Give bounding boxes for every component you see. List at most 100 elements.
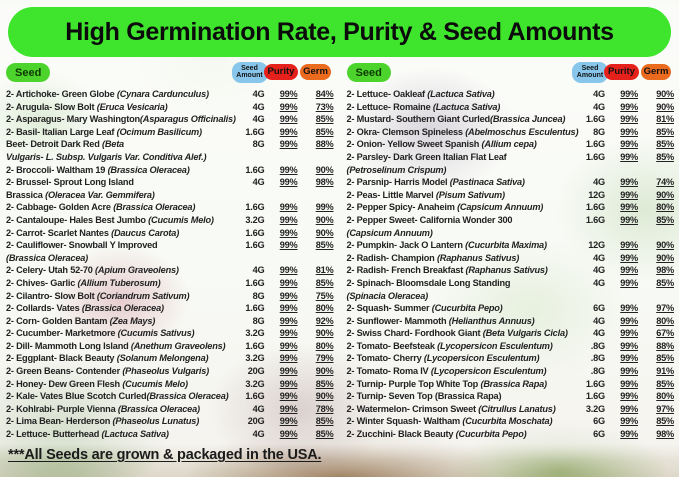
seed-name-line: 2- Celery- Utah 52-70 (Apium Graveolens) <box>6 264 235 277</box>
seed-name: 2- Eggplant- Black Beauty (Solanum Melon… <box>6 352 235 365</box>
column-header: Seed Seed Amount Purity Germ <box>346 58 675 86</box>
variety-name: 2- Asparagus- Mary Washington <box>6 114 140 125</box>
seed-amount-value: 1.6G <box>245 227 265 238</box>
variety-name: 2- Kale- Vates Blue Scotch Curled <box>6 391 147 402</box>
botanical-name: (Cucurbita Pepo) <box>431 303 503 314</box>
seed-row: 2- Mustard- Southern Giant Curled(Brassi… <box>347 113 675 126</box>
germ-value: 85% <box>315 429 334 440</box>
seed-name: 2- Brussel- Sprout Long Island Brassica (… <box>6 176 235 201</box>
seed-badge: Seed <box>346 62 391 82</box>
seed-name: 2- Lettuce- Oakleaf (Lactuca Sativa) <box>347 88 576 101</box>
variety-name: 2- Dill- Mammoth Long Island <box>6 340 131 351</box>
seed-row: 2- Pumpkin- Jack O Lantern (Cucurbita Ma… <box>347 239 675 252</box>
seed-amount-value: 3.2G <box>245 353 265 364</box>
botanical-name: (Brassica Oleracea) <box>107 164 190 175</box>
germ-value: 79% <box>315 353 334 364</box>
seed-amount-value: 3.2G <box>585 403 605 414</box>
seed-name: 2- Winter Squash- Waltham (Cucurbita Mos… <box>347 415 576 428</box>
seed-row: 2- Okra- Clemson Spineless (Abelmoschus … <box>347 126 675 139</box>
purity-value: 99% <box>620 303 638 314</box>
botanical-name: (Cucurbita Maxima) <box>465 240 547 251</box>
seed-name: 2- Lettuce- Romaine (Lactuca Sativa) <box>347 101 576 114</box>
germ-value: 85% <box>656 378 674 389</box>
purity-value: 99% <box>279 202 298 213</box>
purity-badge: Purity <box>604 64 639 80</box>
botanical-name: (Phaseolus Vulgaris) <box>122 366 210 377</box>
seed-name-line: 2- Lettuce- Butterhead (Lactuca Sativa) <box>6 428 235 441</box>
page-title: High Germination Rate, Purity & Seed Amo… <box>65 17 614 46</box>
variety-name: 2- Tomato- Beefsteak <box>346 340 438 351</box>
seed-amount-value: 4G <box>252 101 265 112</box>
seed-name: 2- Parsley- Dark Green Italian Flat Leaf… <box>347 151 576 176</box>
germ-value: 90% <box>656 101 674 112</box>
botanical-name: (Anethum Graveolens) <box>130 340 226 351</box>
seed-amount-value: 1.6G <box>585 214 605 225</box>
seed-name: 2- Celery- Utah 52-70 (Apium Graveolens) <box>6 264 235 277</box>
seed-name-line: 2- Lettuce- Oakleaf (Lactuca Sativa) <box>347 88 576 101</box>
seed-amount-value: 1.6G <box>245 164 265 175</box>
seed-name-line: 2- Watermelon- Crimson Sweet (Citrullus … <box>347 403 576 416</box>
germ-value: 90% <box>315 164 334 175</box>
seed-amount-value: 12G <box>588 240 605 251</box>
variety-name: Beet- Detroit Dark Red <box>6 139 102 150</box>
seed-name-line: 2- Corn- Golden Bantam (Zea Mays) <box>6 315 235 328</box>
seed-row: 2- Tomato- Beefsteak (Lycopersicon Escul… <box>347 340 675 353</box>
botanical-name: (Ocimum Basilicum) <box>116 126 202 137</box>
purity-value: 99% <box>279 315 298 326</box>
purity-value: 99% <box>279 139 298 150</box>
seed-name-line: 2- Tomato- Roma IV (Lycopersicon Esculen… <box>347 365 576 378</box>
variety-name: 2- Parsnip- Harris Model <box>346 177 450 188</box>
seed-name: 2- Radish- Champion (Raphanus Sativus) <box>347 252 576 265</box>
seed-row: 2- Kohlrabi- Purple Vienna (Brassica Ole… <box>6 403 334 416</box>
seed-row: 2- Carrot- Scarlet Nantes (Daucus Carota… <box>6 227 334 240</box>
purity-value: 99% <box>620 89 638 99</box>
seed-amount-value: 1.6G <box>245 340 265 351</box>
purity-value: 99% <box>620 353 638 364</box>
seed-name-line: 2- Squash- Summer (Cucurbita Pepo) <box>347 302 576 315</box>
variety-name: 2- Celery- Utah 52-70 <box>6 265 96 276</box>
germ-value: 67% <box>656 328 674 339</box>
seed-name: 2- Pepper Spicy- Anaheim (Capsicum Annuu… <box>347 201 576 214</box>
seed-name: 2- Carrot- Scarlet Nantes (Daucus Carota… <box>6 227 235 240</box>
seed-table-left: Seed Seed Amount Purity Germ 2- Artichok… <box>6 58 334 441</box>
variety-name: 2- Kohlrabi- Purple Vienna <box>6 403 118 414</box>
seed-row: 2- Pepper Spicy- Anaheim (Capsicum Annuu… <box>347 201 675 214</box>
germ-value: 90% <box>315 214 334 225</box>
variety-name: 2- Collards- Vates <box>6 303 82 314</box>
botanical-name: (Brassica Rapa) <box>480 378 547 389</box>
seed-badge: Seed <box>6 62 51 82</box>
seed-row: 2- Turnip- Seven Top (Brassica Rapa) 1.6G… <box>347 390 675 403</box>
germ-value: 98% <box>656 265 674 276</box>
seed-name-line: 2- Arugula- Slow Bolt (Eruca Vesicaria) <box>6 101 235 114</box>
botanical-name: (Helianthus Annuus) <box>448 315 535 326</box>
germ-value: 80% <box>656 315 674 326</box>
purity-value: 99% <box>620 214 638 225</box>
purity-value: 99% <box>279 303 298 314</box>
seed-amount-value: 4G <box>593 315 605 326</box>
seed-name-line: 2- Winter Squash- Waltham (Cucurbita Mos… <box>347 415 576 428</box>
botanical-name: (Cucurbita Pepo) <box>455 429 527 440</box>
seed-name: 2- Cabbage- Golden Acre (Brassica Olerac… <box>6 201 235 214</box>
botanical-name: (Brassica Oleracea) <box>117 403 200 414</box>
seed-name-line: 2- Peas- Little Marvel (Pisum Sativum) <box>347 189 576 202</box>
variety-name: 2- Turnip- Purple Top White Top <box>346 378 481 389</box>
seed-name-line: 2- Onion- Yellow Sweet Spanish (Allium c… <box>347 138 576 151</box>
variety-name: 2- Lima Bean- Herderson <box>6 416 113 427</box>
seed-amount-badge: Seed Amount <box>231 61 268 83</box>
variety-name: Brassica <box>6 189 46 200</box>
botanical-name: (Zea Mays) <box>109 315 156 326</box>
purity-value: 99% <box>620 403 638 414</box>
seed-row: 2- Parsley- Dark Green Italian Flat Leaf… <box>347 151 675 176</box>
variety-name: 2- Turnip- Seven Top (Brassica Rapa) <box>346 391 502 402</box>
botanical-name: (Cynara Cardunculus) <box>116 89 209 99</box>
seed-name: 2- Green Beans- Contender (Phaseolus Vul… <box>6 365 235 378</box>
seed-name: 2- Kohlrabi- Purple Vienna (Brassica Ole… <box>6 403 235 416</box>
seed-name: 2- Spinach- Bloomsdale Long Standing (Spi… <box>347 277 576 302</box>
seed-row: 2- Lettuce- Butterhead (Lactuca Sativa) 4… <box>6 428 334 441</box>
seed-name: 2- Cucumber- Marketmore (Cucumis Sativus… <box>6 327 235 340</box>
purity-header-cell: Purity <box>263 64 299 80</box>
purity-value: 99% <box>620 416 638 427</box>
purity-badge: Purity <box>263 64 299 80</box>
